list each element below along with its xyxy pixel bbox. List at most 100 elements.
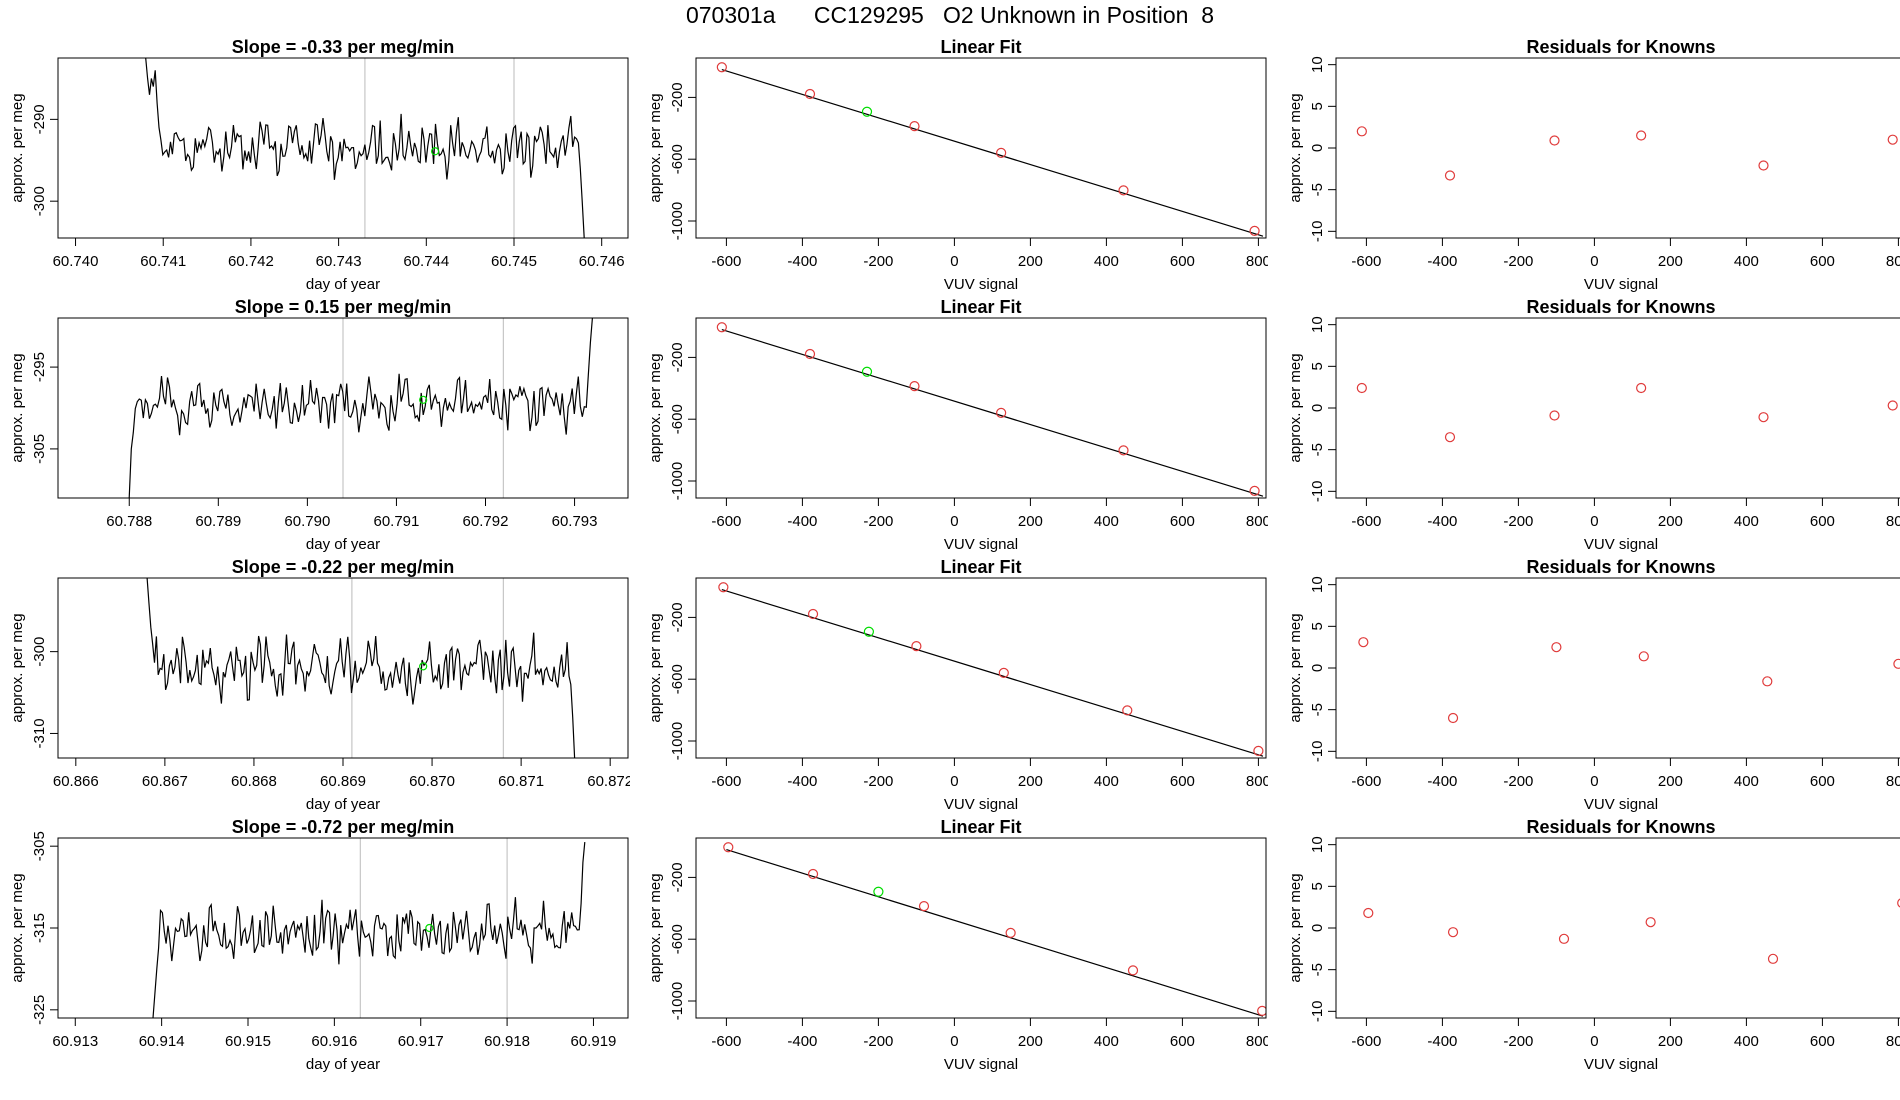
y-tick-label: 10 bbox=[1309, 56, 1326, 73]
data-point bbox=[1127, 965, 1139, 976]
y-tick-label: 5 bbox=[1309, 102, 1326, 110]
x-tick-label: -600 bbox=[1351, 773, 1381, 790]
x-tick-label: 800 bbox=[1886, 773, 1900, 790]
x-tick-label: -600 bbox=[1351, 513, 1381, 530]
data-point bbox=[716, 62, 727, 73]
y-tick-label: -300 bbox=[31, 186, 48, 216]
x-tick-label: 600 bbox=[1810, 253, 1835, 270]
x-tick-label: 800 bbox=[1886, 1033, 1900, 1050]
x-tick-label: 400 bbox=[1734, 513, 1759, 530]
data-point bbox=[716, 322, 727, 333]
chart-title-residuals-for-knowns: Residuals for Knowns bbox=[1526, 558, 1715, 577]
data-point bbox=[996, 147, 1007, 158]
data-point bbox=[1444, 432, 1456, 443]
data-point bbox=[1257, 1005, 1266, 1016]
y-tick-label: -600 bbox=[669, 664, 686, 694]
data-point bbox=[1118, 445, 1129, 456]
x-tick-label: -200 bbox=[863, 1033, 893, 1050]
x-tick-label: 60.917 bbox=[398, 1033, 444, 1050]
y-axis-label: approx. per meg bbox=[10, 613, 26, 722]
marker-point bbox=[425, 923, 434, 933]
x-tick-label: 800 bbox=[1246, 513, 1268, 530]
x-tick-label: -200 bbox=[1503, 253, 1533, 270]
data-point bbox=[1767, 953, 1779, 964]
chart-panel-1-3: Residuals for Knowns VUV signal approx. pe… bbox=[1288, 38, 1900, 293]
data-point bbox=[1887, 134, 1898, 145]
data-point bbox=[1758, 160, 1769, 171]
y-tick-label: -305 bbox=[31, 831, 48, 861]
control-point bbox=[861, 366, 873, 377]
data-point bbox=[1122, 705, 1133, 716]
y-tick-label: -10 bbox=[1309, 1000, 1326, 1022]
x-tick-label: 600 bbox=[1810, 513, 1835, 530]
y-tick-label: -200 bbox=[669, 82, 686, 112]
data-point bbox=[1447, 927, 1459, 938]
x-tick-label: 0 bbox=[950, 253, 958, 270]
y-tick-label: 10 bbox=[1309, 576, 1326, 593]
chart-title-slope-0-22-per-meg-min: Slope = -0.22 per meg/min bbox=[232, 558, 455, 577]
y-tick-label: -300 bbox=[31, 637, 48, 667]
data-point bbox=[804, 348, 816, 360]
x-tick-label: -600 bbox=[711, 1033, 741, 1050]
data-point bbox=[1249, 485, 1260, 496]
y-tick-label: 5 bbox=[1309, 362, 1326, 370]
x-tick-label: 400 bbox=[1094, 513, 1119, 530]
x-tick-label: 60.872 bbox=[587, 773, 630, 790]
fit-line bbox=[721, 329, 1264, 497]
x-tick-label: -400 bbox=[787, 253, 817, 270]
x-tick-label: 60.916 bbox=[311, 1033, 357, 1050]
x-tick-label: 600 bbox=[1170, 1033, 1195, 1050]
data-point bbox=[918, 901, 930, 912]
x-tick-label: 0 bbox=[1590, 253, 1598, 270]
data-point bbox=[1118, 185, 1129, 196]
y-tick-label: -600 bbox=[669, 404, 686, 434]
y-tick-label: 0 bbox=[1309, 664, 1326, 672]
data-point bbox=[1549, 410, 1560, 421]
x-tick-label: 60.914 bbox=[139, 1033, 185, 1050]
x-tick-label: 0 bbox=[950, 513, 958, 530]
plot-frame bbox=[1335, 317, 1900, 499]
chart-title-linear-fit: Linear Fit bbox=[940, 298, 1021, 317]
chart-panel-2-1: Slope = 0.15 per meg/min day of year appro… bbox=[10, 298, 629, 553]
data-point bbox=[1253, 745, 1264, 756]
chart-title-slope-0-72-per-meg-min: Slope = -0.72 per meg/min bbox=[232, 818, 455, 837]
x-tick-label: 60.915 bbox=[225, 1033, 271, 1050]
plot-frame bbox=[57, 577, 629, 759]
x-tick-label: 60.789 bbox=[195, 513, 241, 530]
x-tick-label: -600 bbox=[1351, 1033, 1381, 1050]
fit-line bbox=[726, 849, 1264, 1017]
x-tick-label: 200 bbox=[1658, 773, 1683, 790]
x-tick-label: 200 bbox=[1018, 253, 1043, 270]
x-tick-label: 60.869 bbox=[320, 773, 366, 790]
chart-title-residuals-for-knowns: Residuals for Knowns bbox=[1526, 818, 1715, 837]
x-tick-label: 60.743 bbox=[316, 253, 362, 270]
x-tick-label: 600 bbox=[1170, 513, 1195, 530]
y-tick-label: -600 bbox=[669, 924, 686, 954]
x-tick-label: -400 bbox=[1427, 773, 1457, 790]
data-point bbox=[1558, 933, 1570, 944]
x-tick-label: -400 bbox=[1427, 513, 1457, 530]
y-tick-label: 10 bbox=[1309, 836, 1326, 853]
data-point bbox=[718, 582, 729, 593]
x-axis-label: day of year bbox=[306, 1056, 380, 1073]
y-axis-label: approx. per meg bbox=[1288, 353, 1304, 462]
x-axis-label: VUV signal bbox=[944, 796, 1018, 813]
data-point bbox=[1897, 898, 1900, 908]
chart-panel-3-1: Slope = -0.22 per meg/min day of year appr… bbox=[10, 558, 630, 813]
x-tick-label: 60.740 bbox=[53, 253, 99, 270]
marker-point bbox=[419, 662, 428, 671]
x-axis-label: VUV signal bbox=[1584, 796, 1658, 813]
x-tick-label: 400 bbox=[1734, 1033, 1759, 1050]
x-tick-label: -400 bbox=[1427, 253, 1457, 270]
y-tick-label: -1000 bbox=[669, 462, 686, 500]
fit-line bbox=[721, 69, 1264, 237]
y-tick-label: -295 bbox=[31, 352, 48, 382]
x-tick-label: -600 bbox=[711, 773, 741, 790]
control-point bbox=[863, 626, 874, 637]
data-point bbox=[1636, 130, 1647, 141]
x-tick-label: 0 bbox=[1590, 1033, 1598, 1050]
x-tick-label: 400 bbox=[1094, 253, 1119, 270]
data-point bbox=[998, 667, 1009, 678]
x-tick-label: 60.746 bbox=[579, 253, 625, 270]
y-axis-label: approx. per meg bbox=[1288, 613, 1304, 722]
